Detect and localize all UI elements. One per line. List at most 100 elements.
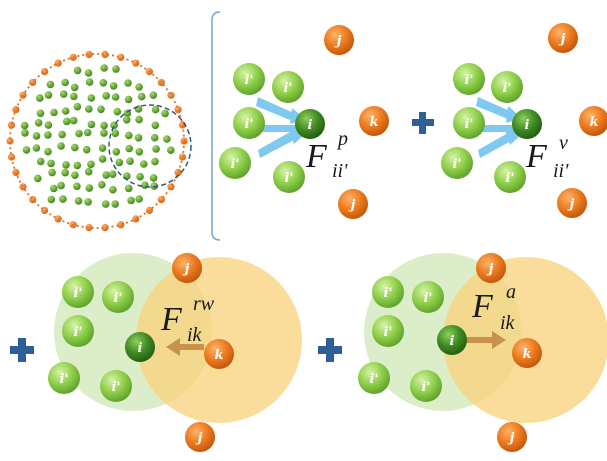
ball-j: j <box>497 422 527 452</box>
boundary-ring <box>9 53 185 229</box>
fluid-particle <box>84 69 93 77</box>
ball-i-prime: i' <box>100 370 132 402</box>
fluid-particle <box>47 195 56 204</box>
fluid-particle <box>126 157 134 165</box>
plus-sign <box>318 338 342 362</box>
fluid-particle <box>71 143 79 152</box>
fluid-particle <box>87 160 95 169</box>
boundary-particle <box>19 183 27 191</box>
fluid-particle <box>123 172 131 180</box>
fluid-particle <box>44 131 52 139</box>
svg-text:j: j <box>195 431 203 446</box>
fluid-particle <box>151 105 160 114</box>
svg-text:rw: rw <box>193 293 215 315</box>
svg-text:i': i' <box>245 117 254 132</box>
ball-i-prime: i' <box>272 71 304 103</box>
ball-i-prime: i' <box>219 147 251 179</box>
fluid-particle <box>44 121 53 129</box>
boundary-particle <box>117 221 125 229</box>
fluid-particle <box>74 197 83 205</box>
svg-text:ik: ik <box>500 312 516 334</box>
boundary-particle <box>101 224 109 232</box>
svg-text:i: i <box>308 118 313 133</box>
fluid-particle <box>125 131 133 140</box>
svg-text:k: k <box>522 347 531 362</box>
ball-i-prime: i' <box>372 276 404 308</box>
boundary-particle <box>167 91 175 99</box>
fluid-particle <box>50 108 58 117</box>
svg-text:i': i' <box>384 286 393 301</box>
ball-i-prime: i' <box>491 71 523 103</box>
panel-viscous: i' i' i' i' i' i j k j F v ii' <box>441 23 607 218</box>
ball-j: j <box>172 253 202 283</box>
svg-text:i': i' <box>503 81 512 96</box>
svg-text:v: v <box>559 132 568 154</box>
ball-j: j <box>557 188 587 218</box>
ball-j: j <box>548 23 578 53</box>
fluid-particle <box>59 195 67 203</box>
fluid-particle <box>84 167 93 176</box>
fluid-particle <box>98 155 107 163</box>
fluid-particle <box>83 128 92 137</box>
fluid-particle <box>141 181 149 189</box>
fluid-particle <box>70 92 78 101</box>
fluid-particle <box>84 198 92 206</box>
fluid-particle <box>101 200 110 208</box>
fluid-particle <box>57 181 65 190</box>
ball-i-prime: i' <box>233 63 265 95</box>
fluid-particle <box>112 65 120 73</box>
panel-repulsive: i' i' i' i' i' i j k j F rw ik <box>48 253 302 452</box>
svg-text:p: p <box>336 128 348 150</box>
fluid-particle <box>32 132 41 140</box>
ball-i-prime: i' <box>453 63 485 95</box>
fluid-particle <box>48 168 56 177</box>
fluid-particle <box>163 135 171 143</box>
fluid-particle <box>59 90 68 98</box>
svg-text:i': i' <box>453 157 462 172</box>
fluid-particle <box>151 157 159 166</box>
svg-text:i': i' <box>231 157 240 172</box>
ball-i: i <box>125 332 155 362</box>
panel-pressure: i' i' i' i' i' i j k j F p ii' <box>219 25 389 219</box>
plus-sign <box>412 112 434 134</box>
svg-text:ik: ik <box>187 324 203 346</box>
fluid-particle <box>134 105 143 113</box>
fluid-particle <box>135 115 143 124</box>
force-label-viscous: F v ii' <box>525 132 569 182</box>
svg-text:j: j <box>558 32 566 47</box>
ball-i-prime: i' <box>102 281 134 313</box>
ball-j: j <box>476 253 506 283</box>
ball-i-prime: i' <box>372 315 404 347</box>
ball-i-prime: i' <box>48 362 80 394</box>
svg-text:i': i' <box>74 286 83 301</box>
svg-text:k: k <box>589 115 598 130</box>
fluid-particle <box>115 158 124 167</box>
fluid-particle <box>21 129 29 137</box>
fluid-particle <box>102 92 110 100</box>
fluid-particle <box>36 94 44 102</box>
svg-text:i': i' <box>384 325 393 340</box>
svg-text:i': i' <box>112 380 121 395</box>
svg-text:i': i' <box>506 171 515 186</box>
svg-text:F: F <box>305 138 328 175</box>
fluid-particle <box>32 144 41 152</box>
neighborhood-dashed-circle <box>108 104 192 188</box>
ball-j: j <box>185 422 215 452</box>
svg-text:j: j <box>486 262 494 277</box>
ball-i: i <box>437 325 467 355</box>
ball-i-prime: i' <box>273 161 305 193</box>
bracket <box>211 11 221 241</box>
svg-text:i': i' <box>370 372 379 387</box>
svg-text:ii': ii' <box>553 160 569 182</box>
fluid-particle <box>47 159 55 168</box>
fluid-particle <box>135 83 143 91</box>
ball-i-prime: i' <box>410 370 442 402</box>
boundary-particle <box>101 50 109 59</box>
svg-text:i': i' <box>285 171 294 186</box>
svg-text:ii': ii' <box>332 160 348 182</box>
svg-text:i': i' <box>422 380 431 395</box>
fluid-particle <box>109 82 118 90</box>
svg-text:k: k <box>214 348 223 363</box>
svg-text:j: j <box>182 262 190 277</box>
svg-text:F: F <box>160 301 183 338</box>
